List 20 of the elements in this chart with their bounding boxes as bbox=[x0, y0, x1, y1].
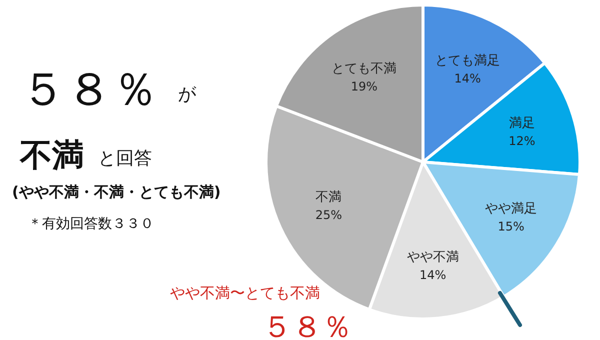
text: ＊有効回答数３３０ bbox=[28, 216, 154, 232]
text: 不満 bbox=[19, 136, 84, 174]
slice-label: やや満足 bbox=[485, 202, 538, 217]
data-label: 12% bbox=[508, 134, 536, 148]
data-label: 19% bbox=[350, 80, 378, 94]
data-label: 14% bbox=[454, 71, 481, 86]
data-label: 25% bbox=[315, 208, 342, 222]
text: やや不満〜とても不満 bbox=[170, 284, 320, 302]
slice-label: とても満足 bbox=[435, 53, 500, 68]
data-label: 15% bbox=[498, 220, 524, 234]
text: と回答 bbox=[98, 148, 152, 169]
slice-label: 満足 bbox=[508, 116, 535, 132]
text: ５８％ bbox=[20, 62, 158, 116]
text: (やや不満・不満・とても不満) bbox=[12, 183, 221, 201]
text: ５８％ bbox=[262, 310, 352, 340]
slice-label: やや不満 bbox=[406, 250, 459, 266]
text: が bbox=[178, 84, 197, 105]
slice-label: とても不満 bbox=[332, 62, 397, 77]
slice-label: 不満 bbox=[316, 190, 342, 206]
data-label: 14% bbox=[420, 268, 446, 282]
